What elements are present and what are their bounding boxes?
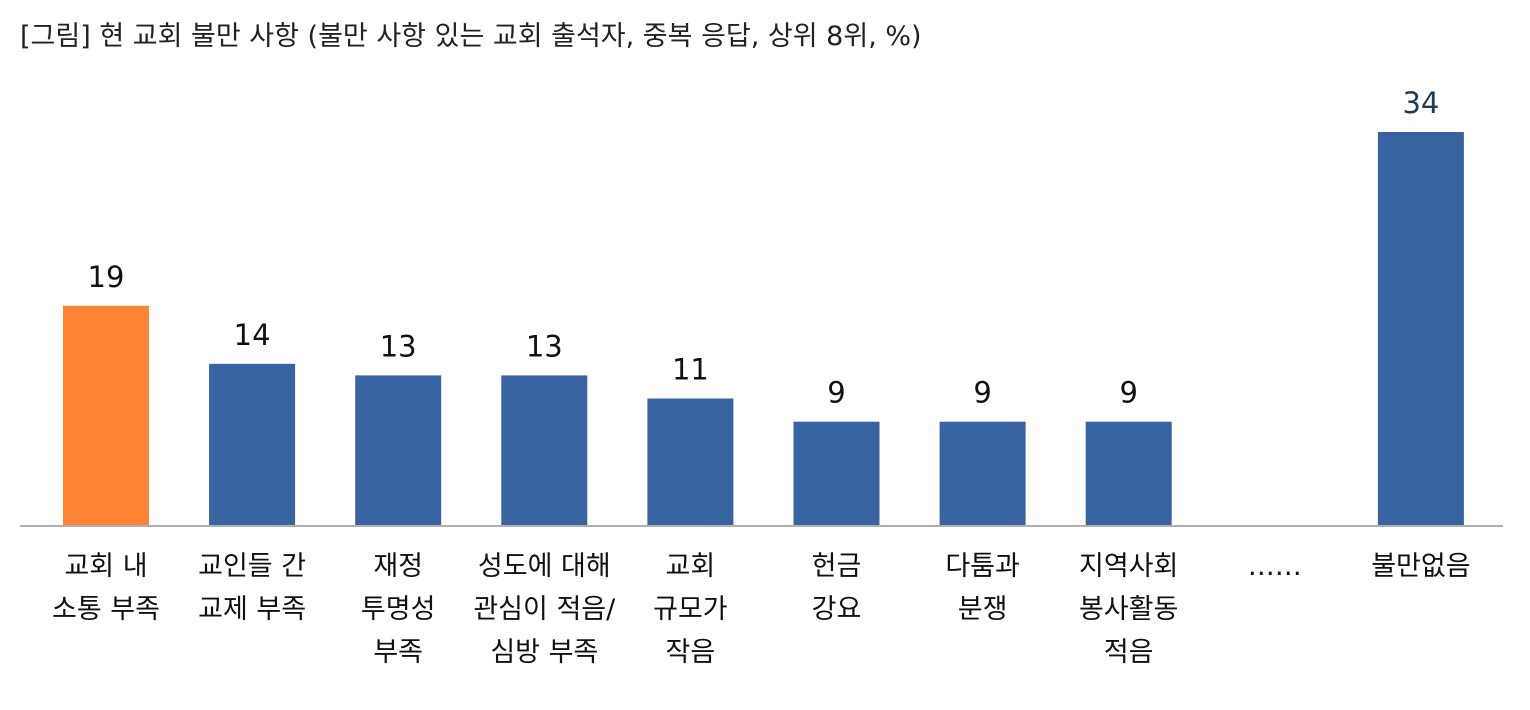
bar-8 [1085,421,1172,526]
bars-group [63,132,1464,526]
category-label-5: 교회 규모가 작음 [653,551,728,668]
value-label-4: 13 [526,329,563,363]
bar-1 [63,305,149,526]
value-label-8: 9 [1119,376,1137,410]
category-label-8: 지역사회 봉사활동 적음 [1079,551,1178,668]
category-labels-group: 교회 내 소통 부족 교인들 간 교제 부족 재정 투명성 부족 성도에 대해 관심이 적음/심… [52,551,1471,668]
bar-5 [647,398,734,526]
value-label-3: 13 [380,329,417,363]
category-label-10: 불만없음 [1371,551,1470,582]
value-labels-group: 19 14 13 13 11 9 9 9 34 [88,86,1440,410]
bar-7 [939,421,1026,526]
category-label-2: 교인들 간 교제 부족 [198,551,306,625]
value-label-5: 11 [672,353,709,387]
chart-title: [그림] 현 교회 불만 사항 (불만 사항 있는 교회 출석자, 중복 응답,… [20,21,922,52]
value-label-10: 34 [1402,86,1439,120]
value-label-6: 9 [827,376,845,410]
category-label-4: 성도에 대해 관심이 적음/심방 부족 [473,551,616,668]
bar-10 [1377,132,1464,526]
category-label-3: 재정 투명성 부족 [361,551,436,668]
category-label-7: 다툼과 분쟁 [945,551,1020,625]
value-label-2: 14 [234,318,271,352]
bar-4 [501,375,588,526]
value-label-7: 9 [973,376,991,410]
bar-3 [355,375,442,526]
bar-6 [793,421,880,526]
category-label-1: 교회 내 소통 부족 [52,551,160,625]
category-label-6: 헌금 강요 [812,551,862,625]
value-label-1: 19 [88,260,125,294]
bar-2 [209,363,296,526]
category-label-9: …… [1248,551,1302,582]
